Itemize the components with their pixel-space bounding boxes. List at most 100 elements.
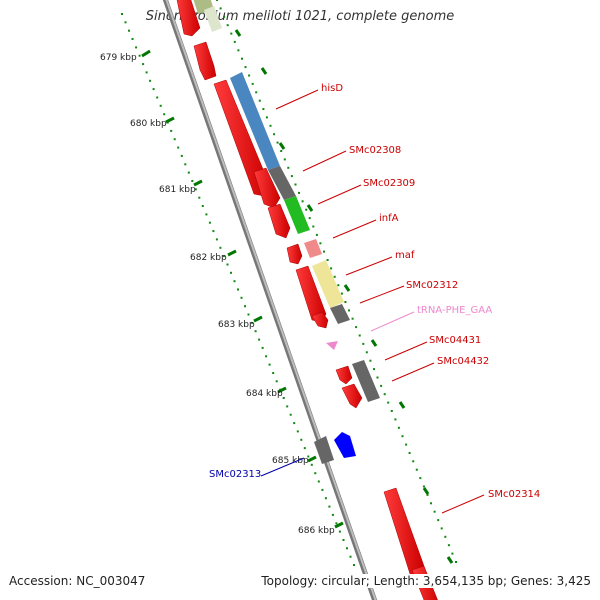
map-title: Sinorhizobium meliloti 1021, complete ge… <box>145 9 455 24</box>
scale-dot <box>142 63 145 66</box>
scale-dot <box>349 555 352 558</box>
scale-dot <box>170 129 173 132</box>
scale-dot <box>156 96 159 99</box>
scale-dot <box>244 66 247 69</box>
scale-dot <box>365 351 368 354</box>
tick-mark-679 <box>141 49 151 58</box>
scale-dots <box>121 0 457 566</box>
ruler-ticks <box>141 49 344 529</box>
scale-dot <box>255 91 258 94</box>
gene-label-maf: maf <box>395 250 415 261</box>
gene-arrow <box>193 41 217 81</box>
tick-label-682: 682 kbp <box>190 253 227 263</box>
cog-bar-green2 <box>284 196 310 234</box>
scale-dot <box>124 21 127 24</box>
scale-dot <box>198 196 201 199</box>
scale-dot <box>330 267 333 270</box>
scale-dot <box>152 88 155 91</box>
scale-dot <box>323 250 325 253</box>
scale-dot <box>426 493 429 496</box>
gene-label-hisD: hisD <box>321 83 343 94</box>
scale-dot <box>373 368 375 371</box>
scale-dot <box>180 154 183 157</box>
scale-dot <box>328 505 331 508</box>
scale-dot <box>447 544 450 547</box>
scale-dot <box>282 397 285 399</box>
scale-dot <box>433 510 436 513</box>
scale-dot <box>315 233 318 236</box>
scale-dot <box>254 330 257 333</box>
scale-dot <box>344 301 347 303</box>
scale-dot <box>226 24 229 27</box>
scale-dot <box>219 7 222 10</box>
tick-mark-682 <box>227 249 237 257</box>
scale-dot <box>286 405 289 408</box>
scale-dot <box>205 213 208 216</box>
scale-dot <box>187 171 190 174</box>
scale-dot <box>201 205 204 207</box>
scale-dot <box>333 275 336 278</box>
trna-marker <box>326 341 338 350</box>
scale-dot <box>353 564 355 566</box>
scale-dot <box>191 180 194 182</box>
scale-dot <box>138 54 141 57</box>
scale-dot <box>319 242 322 245</box>
accession-text: Accession: NC_003047 <box>7 574 148 588</box>
gene-label-SMc02312: SMc02312 <box>406 280 458 291</box>
scale-dot <box>212 230 215 233</box>
scale-dot <box>248 74 251 77</box>
cog-bar-gray4 <box>314 436 334 464</box>
scale-dot <box>331 513 334 516</box>
scale-dot <box>280 150 283 152</box>
scale-dot <box>226 263 229 266</box>
scale-dot <box>230 32 233 35</box>
gene-arrow <box>253 167 281 209</box>
leader-lines <box>260 89 485 514</box>
scale-dot <box>351 317 354 320</box>
scale-dot <box>145 71 148 74</box>
scale-dot <box>287 166 290 169</box>
scale-dot <box>223 15 226 18</box>
scale-dot <box>289 413 292 416</box>
gene-label-tRNA-PHE_GAA: tRNA-PHE_GAA <box>417 305 492 316</box>
scale-dot <box>405 443 408 446</box>
tick-mark-686 <box>334 521 344 529</box>
scale-dot <box>237 288 239 291</box>
scale-dot <box>265 355 268 358</box>
scale-dot <box>437 519 440 522</box>
gene-label-SMc02309: SMc02309 <box>363 178 415 189</box>
tick-label-681: 681 kbp <box>159 185 196 195</box>
scale-dot <box>276 141 279 144</box>
scale-dot <box>355 326 358 329</box>
scale-dot <box>230 271 232 274</box>
gene-arrow <box>311 311 329 329</box>
scale-dot <box>412 460 415 463</box>
scale-dot <box>387 401 390 404</box>
scale-dot <box>233 40 236 43</box>
scale-dot <box>340 292 343 295</box>
scale-dot <box>440 527 443 530</box>
scale-dot <box>338 530 341 533</box>
scale-dot <box>159 104 162 107</box>
scale-dot <box>184 163 187 166</box>
scale-dot <box>324 497 327 500</box>
cog-bar-gray3 <box>352 360 380 402</box>
scale-dot <box>408 452 411 454</box>
scale-dot <box>261 346 264 349</box>
scale-dot <box>215 238 218 241</box>
scale-dot <box>415 468 418 471</box>
scale-dot <box>163 113 166 116</box>
scale-dot <box>310 463 313 466</box>
scale-dot <box>294 183 297 186</box>
scale-dot <box>362 342 365 345</box>
gene-label-SMc02313: SMc02313 <box>209 469 261 480</box>
scale-dot <box>380 384 383 387</box>
scale-dot <box>296 430 299 433</box>
scale-dot <box>244 305 246 308</box>
outer-ticks <box>234 29 454 564</box>
scale-dot <box>307 455 310 458</box>
scale-dot <box>348 309 350 312</box>
scale-dot <box>346 547 348 550</box>
scale-dot <box>258 338 261 341</box>
